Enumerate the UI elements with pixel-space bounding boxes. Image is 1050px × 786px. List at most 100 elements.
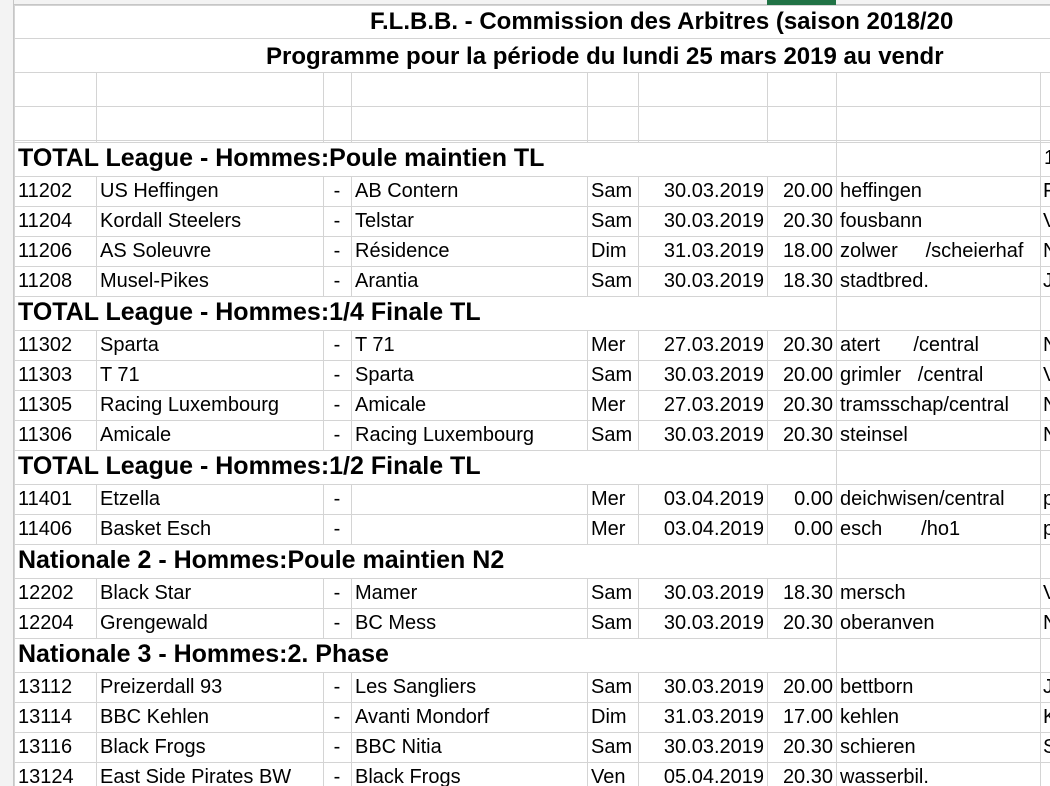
time[interactable]: 17.00: [782, 706, 833, 728]
date[interactable]: 30.03.2019: [663, 210, 764, 232]
venue[interactable]: steinsel: [840, 424, 908, 446]
time[interactable]: 20.30: [782, 394, 833, 416]
section-header[interactable]: Nationale 2 - Hommes:Poule maintien N2: [18, 546, 505, 574]
time[interactable]: 18.30: [782, 582, 833, 604]
home-team[interactable]: Kordall Steelers: [100, 210, 242, 232]
venue[interactable]: bettborn: [840, 676, 914, 698]
separator[interactable]: -: [333, 270, 341, 292]
section-right-value[interactable]: 1: [1044, 147, 1050, 169]
day[interactable]: Dim: [591, 706, 627, 728]
separator[interactable]: -: [333, 180, 341, 202]
venue[interactable]: mersch: [840, 582, 906, 604]
match-number[interactable]: 11202: [18, 180, 73, 202]
next-column-value[interactable]: S: [1043, 736, 1050, 758]
separator[interactable]: -: [333, 240, 341, 262]
away-team[interactable]: Résidence: [355, 240, 450, 262]
away-team[interactable]: Avanti Mondorf: [355, 706, 490, 728]
away-team[interactable]: Black Frogs: [355, 766, 461, 786]
away-team[interactable]: BC Mess: [355, 612, 437, 634]
next-column-value[interactable]: p: [1043, 518, 1050, 540]
date[interactable]: 05.04.2019: [663, 766, 764, 786]
match-number[interactable]: 11406: [18, 518, 73, 540]
day[interactable]: Sam: [591, 270, 633, 292]
separator[interactable]: -: [333, 488, 341, 510]
venue[interactable]: fousbann: [840, 210, 923, 232]
day[interactable]: Mer: [591, 518, 626, 540]
home-team[interactable]: Sparta: [100, 334, 159, 356]
venue[interactable]: atert /central: [840, 334, 979, 356]
date[interactable]: 31.03.2019: [663, 240, 764, 262]
section-header[interactable]: TOTAL League - Hommes:1/4 Finale TL: [18, 298, 481, 326]
match-number[interactable]: 11302: [18, 334, 73, 356]
venue[interactable]: tramsschap/central: [840, 394, 1009, 416]
away-team[interactable]: Arantia: [355, 270, 419, 292]
date[interactable]: 30.03.2019: [663, 270, 764, 292]
away-team[interactable]: Telstar: [355, 210, 414, 232]
section-header[interactable]: Nationale 3 - Hommes:2. Phase: [18, 640, 389, 668]
separator[interactable]: -: [333, 582, 341, 604]
date[interactable]: 27.03.2019: [663, 394, 764, 416]
home-team[interactable]: Basket Esch: [100, 518, 212, 540]
separator[interactable]: -: [333, 394, 341, 416]
row-header-bar[interactable]: [0, 0, 14, 786]
time[interactable]: 20.30: [782, 736, 833, 758]
venue[interactable]: stadtbred.: [840, 270, 929, 292]
venue[interactable]: schieren: [840, 736, 916, 758]
home-team[interactable]: Amicale: [100, 424, 172, 446]
match-number[interactable]: 12202: [18, 582, 74, 604]
home-team[interactable]: BBC Kehlen: [100, 706, 209, 728]
next-column-value[interactable]: N: [1043, 424, 1050, 447]
date[interactable]: 30.03.2019: [663, 676, 764, 698]
home-team[interactable]: AS Soleuvre: [100, 240, 212, 262]
away-team[interactable]: AB Contern: [355, 180, 459, 202]
separator[interactable]: -: [333, 706, 341, 728]
date[interactable]: 31.03.2019: [663, 706, 764, 728]
next-column-value[interactable]: V: [1043, 582, 1050, 604]
separator[interactable]: -: [333, 518, 341, 540]
day[interactable]: Sam: [591, 612, 633, 634]
home-team[interactable]: East Side Pirates BW: [100, 766, 292, 786]
away-team[interactable]: Racing Luxembourg: [355, 424, 534, 446]
match-number[interactable]: 11306: [18, 424, 73, 446]
match-number[interactable]: 11401: [18, 488, 73, 510]
venue[interactable]: oberanven: [840, 612, 935, 634]
day[interactable]: Sam: [591, 736, 633, 758]
home-team[interactable]: T 71: [100, 364, 140, 386]
time[interactable]: 20.30: [782, 766, 833, 786]
match-number[interactable]: 11305: [18, 394, 73, 416]
next-column-value[interactable]: N: [1043, 612, 1050, 635]
time[interactable]: 20.00: [782, 180, 833, 202]
match-number[interactable]: 13114: [18, 706, 73, 728]
away-team[interactable]: Mamer: [355, 582, 418, 604]
match-number[interactable]: 13112: [18, 676, 73, 698]
separator[interactable]: -: [333, 736, 341, 758]
day[interactable]: Sam: [591, 364, 633, 386]
match-number[interactable]: 11204: [18, 210, 73, 232]
date[interactable]: 30.03.2019: [663, 612, 764, 634]
home-team[interactable]: Musel-Pikes: [100, 270, 209, 292]
time[interactable]: 20.30: [782, 210, 833, 232]
away-team[interactable]: Amicale: [355, 394, 427, 416]
day[interactable]: Sam: [591, 424, 633, 446]
home-team[interactable]: Etzella: [100, 488, 161, 510]
venue[interactable]: zolwer /scheierhaf: [840, 240, 1024, 262]
venue[interactable]: kehlen: [840, 706, 899, 728]
day[interactable]: Sam: [591, 210, 633, 232]
date[interactable]: 30.03.2019: [663, 582, 764, 604]
next-column-value[interactable]: p: [1043, 488, 1050, 510]
away-team[interactable]: T 71: [355, 334, 395, 356]
time[interactable]: 18.30: [782, 270, 833, 292]
day[interactable]: Sam: [591, 676, 633, 698]
day[interactable]: Mer: [591, 394, 626, 416]
home-team[interactable]: Grengewald: [100, 612, 208, 634]
section-header[interactable]: TOTAL League - Hommes:Poule maintien TL: [18, 144, 545, 172]
day[interactable]: Sam: [591, 180, 633, 202]
date[interactable]: 30.03.2019: [663, 736, 764, 758]
venue[interactable]: wasserbil.: [840, 766, 929, 786]
date[interactable]: 30.03.2019: [663, 180, 764, 202]
next-column-value[interactable]: V: [1043, 210, 1050, 232]
separator[interactable]: -: [333, 334, 341, 356]
match-number[interactable]: 13116: [18, 736, 73, 758]
match-number[interactable]: 11303: [18, 364, 73, 386]
